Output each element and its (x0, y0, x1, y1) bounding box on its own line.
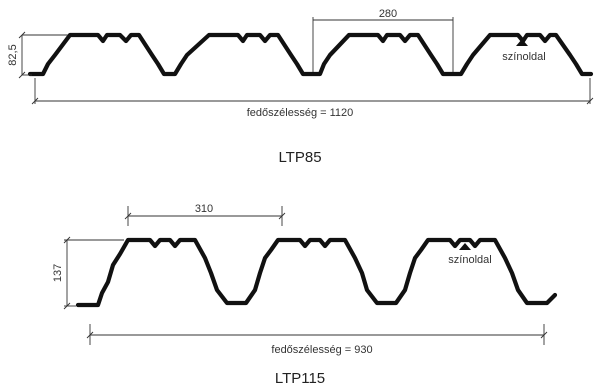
ltp85-caption: LTP85 (278, 149, 321, 166)
ltp85-color-side-marker (516, 39, 528, 46)
ltp85-diagram: 82,5 280 fedőszélesség = 1120 színoldal … (7, 8, 594, 166)
ltp85-height-tick-bottom (18, 71, 26, 79)
ltp85-height-label: 82,5 (7, 44, 19, 65)
ltp85-height-tick-top (18, 31, 26, 39)
ltp115-diagram: 137 310 fedőszélesség = 930 színoldal LT… (52, 203, 558, 387)
ltp85-width-tick-left (31, 97, 39, 105)
ltp115-height-tick-top (63, 236, 71, 244)
ltp85-color-side-label: színoldal (502, 51, 545, 63)
ltp115-height-tick-bottom (63, 302, 71, 310)
ltp115-pitch-label: 310 (195, 203, 213, 215)
ltp85-width-tick-right (586, 97, 594, 105)
ltp115-height-label: 137 (52, 264, 64, 282)
ltp85-profile-line (27, 32, 594, 77)
ltp85-width-label: fedőszélesség = 1120 (247, 107, 354, 119)
ltp115-pitch-tick-left (124, 212, 132, 220)
ltp115-color-side-marker (459, 243, 471, 250)
ltp85-pitch-label: 280 (379, 8, 397, 20)
ltp115-width-tick-left (86, 331, 94, 339)
ltp115-width-label: fedőszélesség = 930 (271, 344, 372, 356)
ltp115-width-tick-right (540, 331, 548, 339)
ltp115-pitch-tick-right (278, 212, 286, 220)
ltp115-profile-line (75, 237, 558, 308)
ltp115-color-side-label: színoldal (448, 254, 491, 266)
ltp115-caption: LTP115 (275, 370, 325, 387)
